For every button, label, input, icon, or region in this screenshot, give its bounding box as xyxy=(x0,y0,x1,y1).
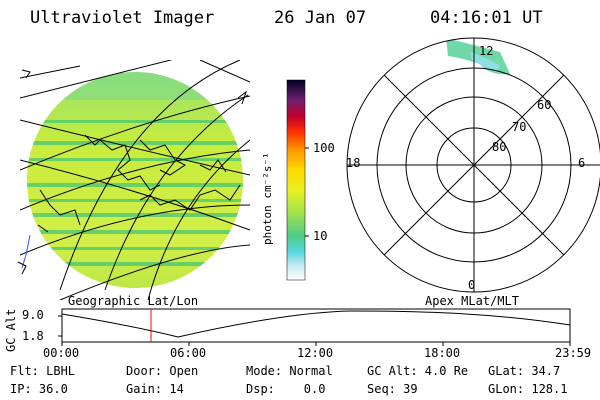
info-glat: GLat: 34.7 xyxy=(488,364,561,378)
info-door: Door: Open xyxy=(126,364,199,378)
colorbar-unit-label: photon cm⁻²s⁻¹ xyxy=(261,152,274,245)
info-mode: Mode: Normal xyxy=(246,364,333,378)
coastline-blue xyxy=(21,234,31,269)
aurora-fragment xyxy=(446,38,510,75)
disk-top-band xyxy=(27,72,243,100)
lat-label-70: 70 xyxy=(512,120,527,134)
info-glon: GLon: 128.1 xyxy=(488,382,568,396)
latlon-grid xyxy=(20,60,250,300)
colorbar xyxy=(286,79,309,281)
info-gc-alt: GC Alt: 4.0 Re xyxy=(367,364,469,378)
colorbar-tick-10: 10 xyxy=(313,229,328,243)
date-label: 26 Jan 07 xyxy=(274,8,367,28)
x-tick-0600: 06:00 xyxy=(170,346,207,360)
map-edge-fragments xyxy=(17,69,247,275)
mlt-label-18: 18 xyxy=(346,156,361,170)
geographic-caption: Geographic Lat/Lon xyxy=(68,294,199,308)
altitude-timeline xyxy=(58,308,571,346)
lat-label-60: 60 xyxy=(537,98,552,112)
x-tick-0000: 00:00 xyxy=(43,346,80,360)
x-tick-2359: 23:59 xyxy=(555,346,592,360)
y-tick-1-8: 1.8 xyxy=(22,329,44,343)
mlt-label-6: 6 xyxy=(578,156,586,170)
info-ip: IP: 36.0 xyxy=(10,382,68,396)
altitude-curve xyxy=(61,310,571,338)
mlt-label-0: 0 xyxy=(468,278,476,292)
colorbar-scale xyxy=(286,79,306,281)
polar-plot xyxy=(346,37,600,293)
geographic-image xyxy=(17,60,250,300)
x-tick-1200: 12:00 xyxy=(297,346,334,360)
x-tick-1800: 18:00 xyxy=(424,346,461,360)
coastlines xyxy=(29,134,241,251)
info-filter: Flt: LBHL xyxy=(10,364,76,378)
mlt-label-12: 12 xyxy=(479,44,494,58)
info-seq: Seq: 39 xyxy=(367,382,418,396)
lat-label-80: 80 xyxy=(492,140,507,154)
info-gain: Gain: 14 xyxy=(126,382,184,396)
apex-caption: Apex MLat/MLT xyxy=(425,294,519,308)
y-tick-9: 9.0 xyxy=(22,308,44,322)
timeline-frame xyxy=(61,308,571,343)
gc-alt-axis-label: GC Alt xyxy=(4,308,18,352)
time-label: 04:16:01 UT xyxy=(430,8,543,28)
app-title: Ultraviolet Imager xyxy=(30,8,215,28)
colorbar-tick-100: 100 xyxy=(313,141,335,155)
info-dsp: Dsp: 0.0 xyxy=(246,382,326,396)
disk-fill xyxy=(27,72,243,288)
